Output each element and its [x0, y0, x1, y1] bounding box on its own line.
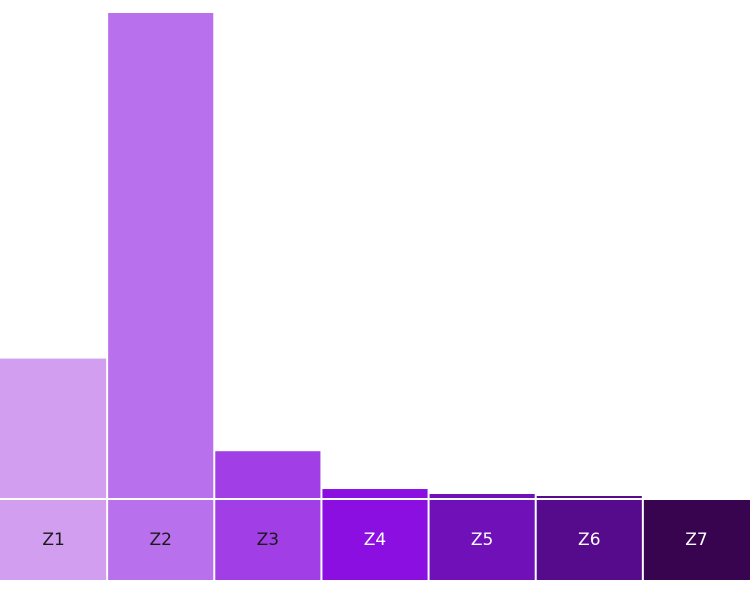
zone-cell-z6 — [536, 500, 642, 580]
bar-z4 — [322, 489, 428, 498]
zone-label-z1: Z1 — [42, 530, 64, 550]
bars-group — [0, 13, 642, 498]
zone-cell-z2 — [108, 500, 214, 580]
zone-cell-z1 — [0, 500, 107, 580]
zone-label-z4: Z4 — [364, 530, 386, 550]
zone-label-z7: Z7 — [685, 530, 707, 550]
zone-label-z3: Z3 — [257, 530, 279, 550]
bar-z3 — [215, 451, 321, 498]
zone-label-z2: Z2 — [149, 530, 171, 550]
zone-strip: Z1 Z2 Z3 Z4 Z5 Z6 Z7 — [0, 500, 750, 580]
zone-cell-z5 — [429, 500, 535, 580]
zone-label-z5: Z5 — [471, 530, 493, 550]
bar-z5 — [429, 494, 535, 498]
zone-label-z6: Z6 — [578, 530, 600, 550]
bar-z6 — [536, 496, 642, 498]
bar-z1 — [0, 358, 107, 498]
zone-cell-z3 — [215, 500, 321, 580]
bar-z2 — [108, 13, 214, 498]
zone-cell-z7 — [643, 500, 750, 580]
zone-cell-z4 — [322, 500, 428, 580]
